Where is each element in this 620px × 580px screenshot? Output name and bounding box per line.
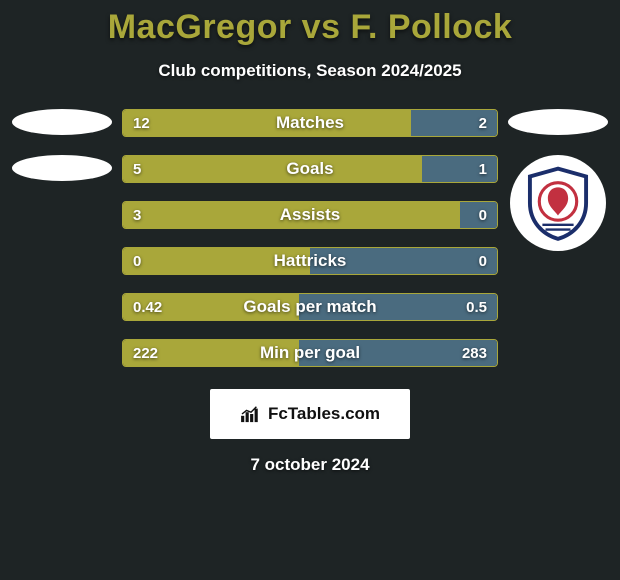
stat-row: Goals per match 0.42 0.5 xyxy=(122,293,498,321)
stat-row: Min per goal 222 283 xyxy=(122,339,498,367)
stat-label-wrap: Hattricks xyxy=(123,248,497,274)
right-player-col xyxy=(504,109,612,251)
stat-value-right: 0.5 xyxy=(466,294,487,320)
stat-name: Hattricks xyxy=(274,251,347,271)
stat-value-left: 12 xyxy=(133,110,150,136)
stat-label-wrap: Goals xyxy=(123,156,497,182)
right-player-photo-placeholder xyxy=(508,109,608,135)
stat-row: Goals 5 1 xyxy=(122,155,498,183)
stat-value-right: 2 xyxy=(479,110,487,136)
page-title: MacGregor vs F. Pollock xyxy=(0,8,620,47)
stat-row: Matches 12 2 xyxy=(122,109,498,137)
stat-label-wrap: Goals per match xyxy=(123,294,497,320)
stat-value-left: 5 xyxy=(133,156,141,182)
stat-value-right: 0 xyxy=(479,202,487,228)
stat-name: Min per goal xyxy=(260,343,360,363)
stat-value-left: 3 xyxy=(133,202,141,228)
right-club-badge xyxy=(510,155,606,251)
stat-value-left: 222 xyxy=(133,340,158,366)
bars-icon xyxy=(240,405,262,423)
watermark-text: FcTables.com xyxy=(268,404,380,424)
left-player-col xyxy=(8,109,116,181)
stat-name: Goals per match xyxy=(243,297,376,317)
stat-label-wrap: Min per goal xyxy=(123,340,497,366)
stat-value-left: 0 xyxy=(133,248,141,274)
comparison-card: MacGregor vs F. Pollock Club competition… xyxy=(0,0,620,475)
stat-value-right: 0 xyxy=(479,248,487,274)
stat-value-left: 0.42 xyxy=(133,294,162,320)
stat-name: Goals xyxy=(286,159,333,179)
stat-value-right: 1 xyxy=(479,156,487,182)
stat-name: Matches xyxy=(276,113,344,133)
left-club-badge-placeholder xyxy=(12,155,112,181)
stat-label-wrap: Matches xyxy=(123,110,497,136)
stat-bars: Matches 12 2 Goals 5 1 Assists 3 0 Hattricks 0 0 Goa… xyxy=(116,109,504,367)
subtitle: Club competitions, Season 2024/2025 xyxy=(0,61,620,81)
shield-icon xyxy=(519,164,597,242)
watermark: FcTables.com xyxy=(210,389,410,439)
left-player-photo-placeholder xyxy=(12,109,112,135)
date: 7 october 2024 xyxy=(0,455,620,475)
stat-label-wrap: Assists xyxy=(123,202,497,228)
stat-row: Assists 3 0 xyxy=(122,201,498,229)
body-row: Matches 12 2 Goals 5 1 Assists 3 0 Hattricks 0 0 Goa… xyxy=(0,109,620,367)
stat-name: Assists xyxy=(280,205,340,225)
stat-value-right: 283 xyxy=(462,340,487,366)
stat-row: Hattricks 0 0 xyxy=(122,247,498,275)
